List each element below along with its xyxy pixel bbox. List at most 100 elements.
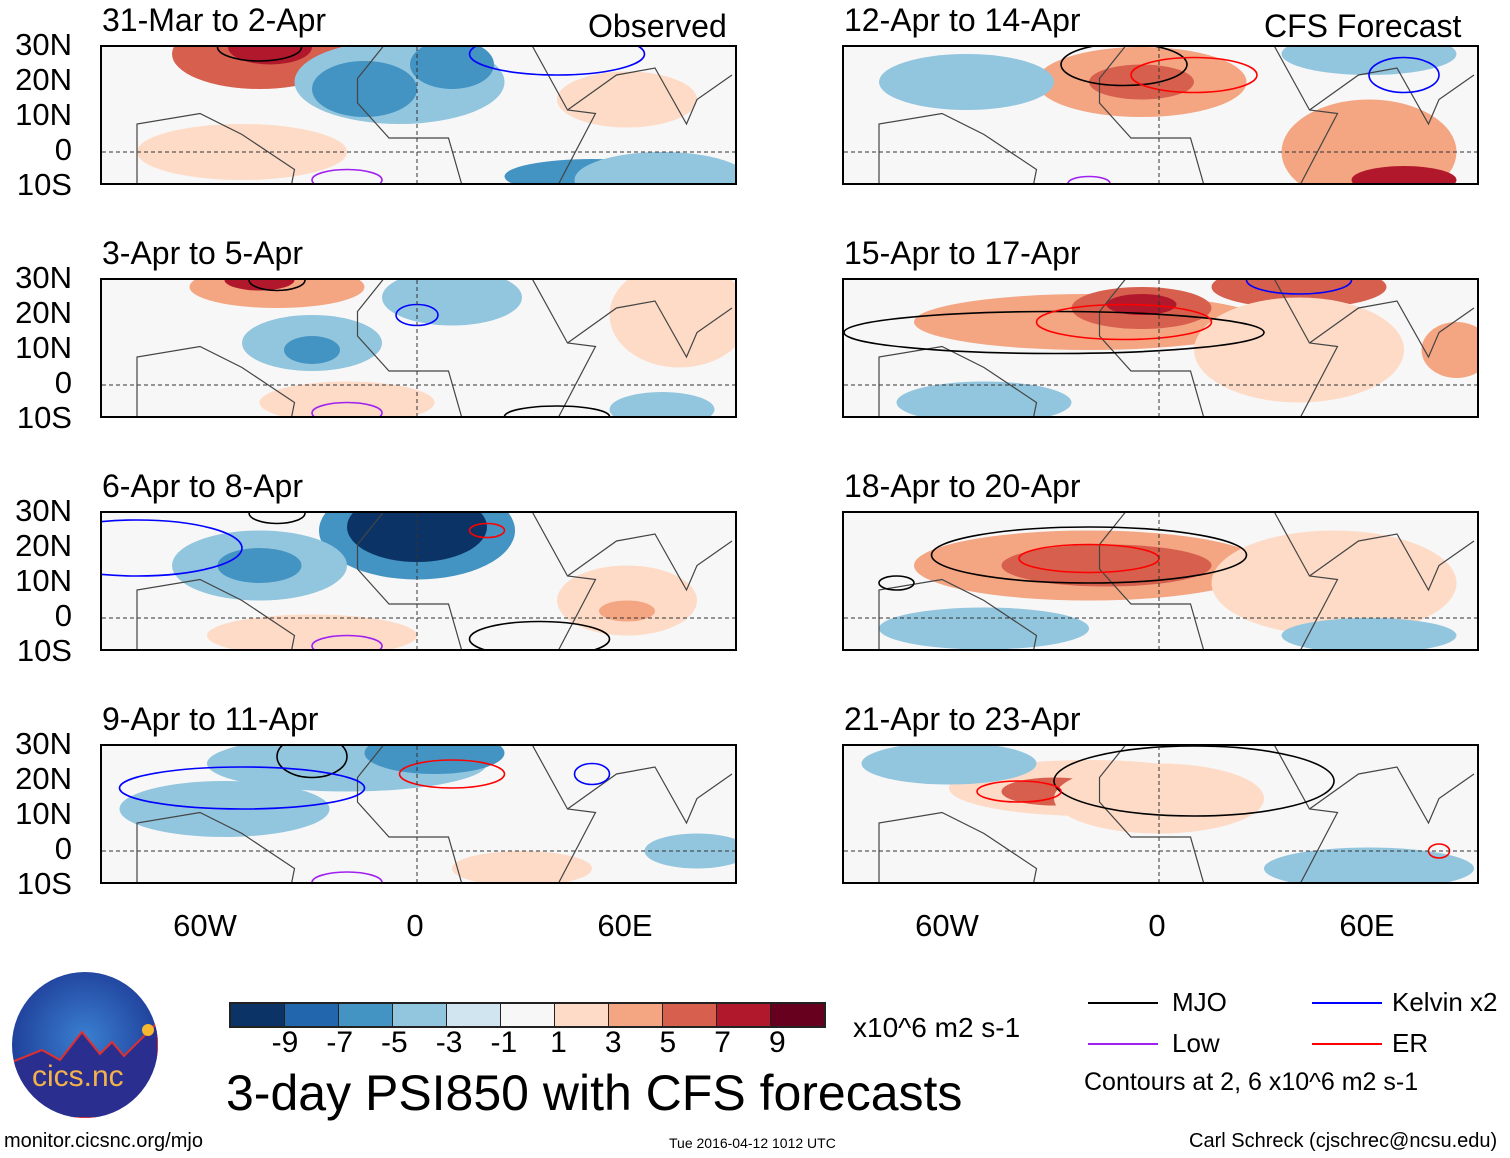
- map-canvas: [102, 47, 735, 183]
- colorbar-swatch: [231, 1004, 285, 1026]
- lat-label: 10S: [16, 866, 72, 901]
- south-america-outline: [136, 112, 296, 183]
- figure-title: 3-day PSI850 with CFS forecasts: [226, 1065, 963, 1121]
- credit: Carl Schreck (cjschrec@ncsu.edu): [1189, 1130, 1498, 1152]
- anomaly-shading: [1264, 847, 1474, 882]
- anomaly-shading: [557, 71, 697, 128]
- cics-logo: cics.nc: [12, 972, 158, 1118]
- contour-line: [468, 47, 646, 76]
- legend-kelvin-line: [1312, 1002, 1382, 1004]
- anomaly-shading: [207, 614, 417, 649]
- south-america-outline: [878, 578, 1038, 649]
- colorbar-swatch: [339, 1004, 393, 1026]
- asia-outline: [1309, 67, 1475, 126]
- contour-line: [248, 280, 306, 292]
- contour-line: [311, 634, 383, 649]
- contour-line: [930, 526, 1248, 584]
- asia-outline: [567, 67, 733, 126]
- africa-outline: [356, 47, 597, 183]
- map-panel: [100, 45, 737, 185]
- panel-title: 31-Mar to 2-Apr: [102, 2, 327, 38]
- panel-title: 9-Apr to 11-Apr: [102, 701, 319, 737]
- lon-label: 60W: [173, 908, 237, 943]
- asia-outline: [1309, 300, 1475, 359]
- contour-line: [976, 780, 1062, 803]
- contour-note: Contours at 2, 6 x10^6 m2 s-1: [1084, 1068, 1419, 1096]
- site-url[interactable]: monitor.cicsnc.org/mjo: [4, 1130, 203, 1152]
- africa-outline: [1098, 746, 1339, 882]
- mountains-icon: [12, 1020, 158, 1118]
- anomaly-shading: [574, 152, 735, 183]
- colorbar-swatch: [663, 1004, 717, 1026]
- colorbar-swatch: [771, 1004, 824, 1026]
- anomaly-shading: [452, 851, 592, 882]
- contour-line: [1035, 303, 1213, 341]
- colorbar-label: -3: [435, 1026, 463, 1059]
- colorbar-swatch: [285, 1004, 339, 1026]
- colorbar-swatch: [717, 1004, 771, 1026]
- anomaly-shading: [1089, 64, 1194, 100]
- south-america-outline: [878, 112, 1038, 183]
- map-panel: [842, 511, 1479, 651]
- anomaly-shading: [217, 548, 302, 583]
- south-america-outline: [136, 578, 296, 649]
- anomaly-shading: [1211, 530, 1457, 636]
- colorbar-swatch: [555, 1004, 609, 1026]
- map-canvas: [844, 47, 1477, 183]
- colorbar-swatch: [609, 1004, 663, 1026]
- colorbar-label: -9: [271, 1026, 299, 1059]
- anomaly-shading: [1194, 297, 1404, 403]
- anomaly-shading: [224, 280, 295, 291]
- colorbar-label: -1: [490, 1026, 518, 1059]
- africa-outline: [356, 513, 597, 649]
- legend-low-line: [1088, 1043, 1158, 1045]
- colorbar-swatch: [447, 1004, 501, 1026]
- contour-line: [573, 762, 611, 786]
- legend-low: Low: [1172, 1028, 1220, 1058]
- map-canvas: [102, 280, 735, 416]
- anomaly-shading: [410, 47, 494, 89]
- contour-line: [118, 766, 366, 810]
- legend-kelvin: Kelvin x2: [1392, 987, 1498, 1017]
- asia-outline: [1309, 766, 1475, 825]
- anomaly-shading: [1351, 166, 1457, 183]
- asia-outline: [1309, 533, 1475, 592]
- colorbar-label: -5: [381, 1026, 408, 1059]
- contour-line: [503, 405, 611, 416]
- anomaly-shading: [382, 280, 522, 326]
- lat-label: 0: [54, 831, 72, 866]
- anomaly-shading: [599, 600, 655, 622]
- anomaly-shading: [644, 833, 735, 869]
- contour-line: [878, 575, 915, 591]
- panel-title: 21-Apr to 23-Apr: [844, 701, 1081, 737]
- anomaly-shading: [284, 336, 340, 364]
- colorbar-label: 1: [550, 1026, 567, 1059]
- contour-line: [468, 620, 611, 649]
- africa-outline: [356, 746, 597, 882]
- contour-line: [1245, 280, 1353, 295]
- anomaly-shading: [1281, 618, 1457, 649]
- colorbar-label: 7: [714, 1026, 731, 1059]
- contour-line: [1060, 47, 1188, 87]
- map-canvas: [844, 513, 1477, 649]
- anomaly-shading: [896, 381, 1072, 416]
- anomaly-shading: [1281, 47, 1457, 75]
- colorbar-label: 3: [604, 1026, 622, 1059]
- lon-label: 0: [406, 908, 424, 943]
- lon-label: 60W: [915, 908, 979, 943]
- anomaly-shading: [861, 746, 1037, 785]
- contour-line: [311, 168, 383, 183]
- lat-label: 20N: [15, 62, 72, 97]
- south-america-outline: [136, 811, 296, 882]
- anomaly-shading: [189, 280, 365, 308]
- lat-label: 0: [54, 132, 72, 167]
- anomaly-shading: [609, 392, 715, 416]
- contour-line: [311, 401, 383, 416]
- africa-outline: [356, 280, 597, 416]
- anomaly-shading: [259, 381, 435, 416]
- observed-header: Observed: [588, 8, 727, 44]
- legend-er-line: [1312, 1043, 1382, 1045]
- lat-label: 30N: [15, 726, 72, 761]
- colorbar: [229, 1002, 826, 1028]
